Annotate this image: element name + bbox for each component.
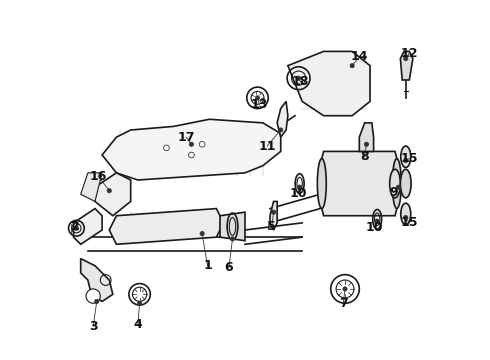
Text: 5: 5	[268, 220, 276, 233]
Text: 12: 12	[400, 47, 418, 60]
Circle shape	[396, 185, 401, 189]
Polygon shape	[400, 51, 413, 80]
Text: 9: 9	[389, 186, 397, 199]
Text: 18: 18	[292, 75, 309, 88]
Ellipse shape	[400, 169, 411, 198]
Text: 15: 15	[400, 216, 418, 229]
Text: 11: 11	[258, 140, 276, 153]
Ellipse shape	[392, 158, 401, 208]
Polygon shape	[270, 202, 277, 230]
Circle shape	[296, 76, 301, 80]
Circle shape	[86, 289, 100, 303]
Text: 1: 1	[203, 259, 212, 272]
Text: 16: 16	[90, 170, 107, 183]
Circle shape	[95, 299, 99, 303]
Circle shape	[189, 142, 194, 147]
Polygon shape	[220, 212, 245, 241]
Circle shape	[255, 96, 260, 100]
Text: 2: 2	[71, 220, 80, 233]
Ellipse shape	[401, 203, 411, 225]
Polygon shape	[109, 208, 223, 244]
Text: 3: 3	[89, 320, 98, 333]
Text: 4: 4	[133, 318, 142, 331]
Text: 10: 10	[289, 187, 307, 200]
Text: 7: 7	[339, 297, 347, 310]
Circle shape	[404, 158, 408, 162]
Ellipse shape	[401, 146, 411, 167]
Ellipse shape	[318, 158, 326, 208]
Circle shape	[107, 189, 111, 193]
Text: 8: 8	[360, 150, 369, 163]
Polygon shape	[102, 119, 281, 180]
Circle shape	[350, 64, 354, 68]
Circle shape	[375, 219, 379, 223]
Circle shape	[271, 210, 276, 214]
Circle shape	[343, 287, 347, 291]
Polygon shape	[74, 208, 102, 244]
Circle shape	[138, 301, 142, 305]
Polygon shape	[359, 123, 373, 152]
Circle shape	[404, 57, 408, 61]
Polygon shape	[288, 51, 370, 116]
Polygon shape	[277, 102, 288, 137]
Circle shape	[279, 128, 283, 132]
Text: 15: 15	[400, 152, 418, 165]
Circle shape	[297, 185, 302, 189]
Ellipse shape	[390, 169, 400, 198]
Circle shape	[364, 142, 368, 147]
Circle shape	[200, 231, 204, 236]
Text: 14: 14	[350, 50, 368, 63]
Text: 13: 13	[250, 99, 268, 112]
Text: 6: 6	[224, 261, 233, 274]
Text: 17: 17	[177, 131, 195, 144]
Polygon shape	[81, 173, 102, 202]
Polygon shape	[81, 258, 113, 301]
Circle shape	[74, 226, 78, 230]
Polygon shape	[95, 173, 131, 216]
Polygon shape	[320, 152, 398, 216]
Text: 10: 10	[366, 221, 383, 234]
Circle shape	[404, 215, 408, 220]
Circle shape	[230, 237, 235, 241]
